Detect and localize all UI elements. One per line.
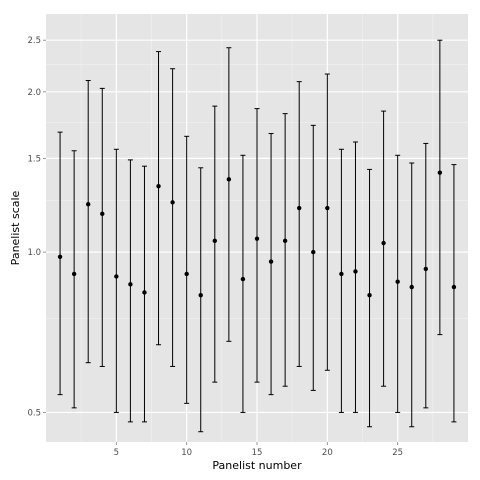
- error-bar: [170, 68, 176, 367]
- error-bar: [254, 108, 260, 383]
- data-point: [198, 293, 203, 298]
- data-point: [254, 236, 260, 241]
- y-tick-label: 2.5: [27, 36, 41, 46]
- x-axis-ticks: 5 10 15 20 25: [114, 442, 403, 458]
- y-tick-label: 2.0: [27, 88, 41, 98]
- data-point: [57, 254, 63, 259]
- error-bar: [127, 159, 133, 423]
- data-point: [297, 205, 302, 211]
- data-point: [142, 290, 147, 295]
- error-bar: [310, 124, 316, 391]
- x-tick-label: 10: [181, 448, 192, 458]
- data-point: [156, 183, 161, 189]
- error-bar: [437, 39, 443, 336]
- error-bar: [113, 148, 119, 413]
- error-bar: [451, 164, 457, 423]
- data-point: [86, 202, 91, 207]
- data-point: [114, 274, 119, 279]
- error-bar: [381, 110, 387, 387]
- error-bar: [57, 131, 63, 396]
- data-point: [381, 240, 386, 246]
- data-point: [353, 269, 358, 274]
- data-point: [184, 271, 189, 277]
- y-axis-title: Panelist scale: [9, 190, 22, 265]
- y-tick-label: 1.0: [27, 248, 41, 258]
- x-tick-label: 20: [322, 448, 333, 458]
- data-point: [100, 211, 105, 217]
- data-points: [57, 170, 457, 298]
- error-bar: [240, 154, 246, 413]
- data-point: [268, 259, 274, 264]
- error-bar: [296, 81, 302, 367]
- y-axis-ticks: 0.5 1.0 1.5 2.0 2.5: [27, 36, 46, 418]
- error-bar: [324, 73, 330, 371]
- data-point: [170, 200, 175, 205]
- data-point: [367, 293, 372, 298]
- error-bar: [352, 141, 358, 413]
- data-point: [311, 249, 316, 255]
- error-bar: [423, 142, 429, 409]
- y-tick-label: 0.5: [27, 408, 41, 418]
- x-tick-label: 25: [392, 448, 403, 458]
- data-point: [128, 282, 133, 287]
- data-point: [325, 205, 330, 211]
- error-bar: [367, 168, 373, 428]
- x-axis-title: Panelist number: [212, 459, 302, 472]
- error-bar: [338, 148, 344, 413]
- y-tick-label: 1.5: [27, 154, 41, 164]
- error-bar: [226, 47, 232, 342]
- error-bar: [85, 80, 91, 364]
- x-tick-label: 15: [252, 448, 263, 458]
- error-bar: [212, 105, 218, 383]
- data-point: [423, 266, 428, 272]
- data-point: [226, 177, 232, 182]
- error-bar: [184, 135, 190, 404]
- data-point: [212, 238, 217, 244]
- error-bars: [57, 39, 457, 433]
- error-bar: [71, 150, 77, 409]
- data-point: [339, 271, 344, 277]
- error-bar: [268, 133, 274, 396]
- data-point: [71, 271, 77, 277]
- data-point: [451, 284, 457, 290]
- data-point: [395, 279, 400, 284]
- error-bar: [156, 51, 162, 346]
- data-point: [437, 170, 443, 175]
- x-tick-label: 5: [114, 448, 119, 458]
- error-bar: [99, 87, 105, 367]
- data-point: [240, 276, 246, 282]
- data-point: [282, 238, 288, 244]
- error-bar: [409, 162, 415, 428]
- data-point: [409, 284, 414, 290]
- error-bar: [282, 113, 288, 387]
- error-bar: [198, 167, 204, 433]
